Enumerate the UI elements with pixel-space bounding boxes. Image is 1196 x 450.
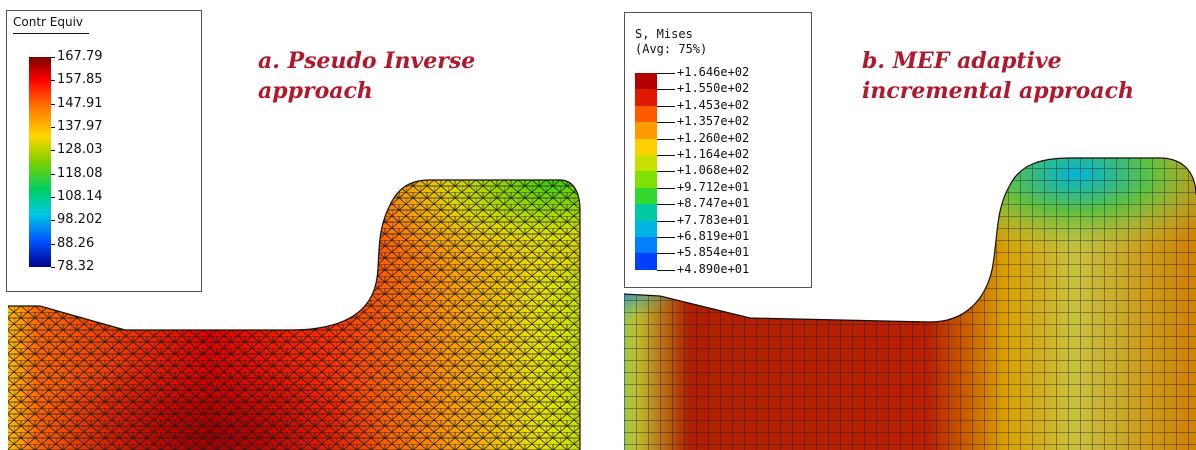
colorbar-tick-mark: [657, 122, 675, 124]
legend-tick-label: 147.91: [57, 95, 103, 111]
colorbar-tick-mark: [657, 187, 675, 189]
legend-tick-label: +7.783e+01: [677, 212, 750, 227]
caption-b-line1: b. MEF adaptive: [862, 48, 1062, 74]
colorbar-segment: [635, 204, 657, 221]
colorbar-segment: [635, 89, 657, 106]
colorbar-segment: [635, 187, 657, 205]
legend-tick-label: 88.26: [57, 235, 95, 251]
colorbar-segment: [635, 237, 657, 254]
colorbar-tick-mark: [51, 173, 55, 175]
colorbar-tick-mark: [51, 127, 55, 128]
caption-b: b. MEF adaptive incremental approach: [862, 46, 1134, 106]
legend-tick-label: 78.32: [57, 259, 95, 274]
colorbar-tick-mark: [51, 57, 55, 58]
colorbar-tick-mark: [657, 138, 675, 140]
legend-tick-label: 167.79: [57, 49, 103, 64]
legend-tick-label: +4.890e+01: [677, 261, 750, 276]
legend-tick-label: 137.97: [57, 119, 103, 134]
legend-tick-label: 108.14: [57, 189, 103, 204]
legend-tick-label: +1.646e+02: [677, 65, 750, 79]
colorbar-tick-mark: [657, 269, 675, 271]
legend-tick-label: +5.854e+01: [677, 245, 750, 260]
colorbar-segment: [635, 122, 657, 139]
colorbar-tick-mark: [657, 220, 675, 222]
colorbar-tick-mark: [51, 150, 55, 152]
colorbar-tick-mark: [51, 80, 55, 82]
colorbar-segment: [635, 155, 657, 172]
caption-a-line1: a. Pseudo Inverse: [258, 48, 476, 74]
legend-title-line1: S, Mises: [635, 27, 693, 41]
colorbar-tick-mark: [657, 237, 675, 238]
legend-tick-label: +1.357e+02: [677, 114, 750, 129]
legend-tick-label: 157.85: [57, 72, 103, 88]
panel-mef-adaptive: S, Mises (Avg: 75%) +1.646e+02 +1.550e+02…: [600, 0, 1196, 450]
colorbar-tick-mark: [657, 89, 675, 91]
colorbar-segment: [635, 138, 657, 155]
fem-mesh-a: [8, 179, 581, 450]
legend-tick-label: +1.068e+02: [677, 163, 750, 178]
colorbar-tick-mark: [657, 105, 675, 107]
legend-tick-label: 98.202: [57, 212, 103, 228]
colorbar-tick-mark: [657, 171, 675, 173]
colorbar-tick-mark: [51, 267, 55, 268]
colorbar-segment: [635, 105, 657, 123]
colorbar-segment: [635, 220, 657, 237]
caption-a: a. Pseudo Inverse approach: [258, 46, 475, 106]
caption-a-line2: approach: [258, 78, 373, 104]
colorbar-tick-mark: [657, 204, 675, 206]
legend-title-line2: (Avg: 75%): [635, 42, 708, 56]
legend-tick-label: +8.747e+01: [677, 196, 750, 211]
colorbar-tick-mark: [51, 220, 55, 222]
legend-tick-label: 128.03: [57, 142, 103, 158]
legend-tick-label: +1.164e+02: [677, 147, 750, 161]
legend-tick-label: +9.712e+01: [677, 179, 750, 194]
colorbar-segment: [635, 73, 657, 90]
caption-b-line2: incremental approach: [862, 78, 1134, 104]
colorbar-tick-mark: [657, 73, 675, 74]
colorbar-tick-mark: [51, 103, 55, 105]
legend-tick-label: 118.08: [57, 165, 103, 181]
legend-title: Contr Equiv: [13, 15, 84, 29]
legend-tick-label: +1.260e+02: [677, 130, 750, 145]
legend-tick-label: +1.453e+02: [677, 97, 750, 112]
legend-title-underline: [13, 33, 89, 34]
legend-contr-equiv: Contr Equiv 167.79 157.85 147.91 137.97 128.…: [6, 10, 202, 292]
colorbar-segment: [635, 171, 657, 188]
panel-pseudo-inverse: Contr Equiv 167.79 157.85 147.91 137.97 128.…: [6, 10, 581, 450]
colorbar-segment: [635, 253, 657, 270]
colorbar-tick-mark: [657, 155, 675, 156]
legend-tick-label: +1.550e+02: [677, 81, 750, 96]
colorbar-tick-mark: [51, 197, 55, 198]
legend-tick-label: +6.819e+01: [677, 229, 750, 243]
colorbar-tick-mark: [51, 243, 55, 245]
colorbar-a: [29, 57, 51, 267]
legend-s-mises: S, Mises (Avg: 75%) +1.646e+02 +1.550e+02…: [624, 12, 812, 288]
colorbar-tick-mark: [657, 253, 675, 255]
